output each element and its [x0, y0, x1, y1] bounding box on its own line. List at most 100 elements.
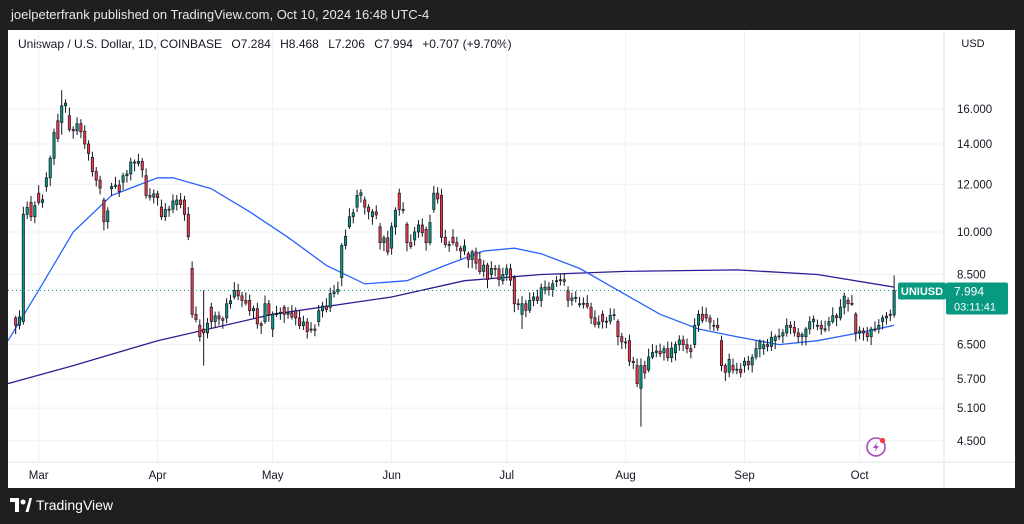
- candle-body-down: [14, 317, 18, 326]
- candle-body-down: [305, 321, 309, 333]
- candle: [275, 305, 279, 318]
- candle: [48, 155, 52, 187]
- candle: [585, 295, 589, 309]
- candle: [347, 208, 351, 229]
- price-tick-label: 10.000: [957, 227, 992, 239]
- candle-body-up: [654, 350, 658, 353]
- candle: [190, 261, 194, 318]
- candle-body-up: [750, 357, 754, 366]
- candle-body-down: [159, 206, 163, 218]
- candle: [64, 99, 68, 113]
- candle: [52, 128, 56, 166]
- chart-panel[interactable]: Uniswap / U.S. Dollar, 1D, COINBASE O7.2…: [8, 30, 1015, 488]
- candle: [746, 355, 750, 371]
- candle-body-up: [113, 184, 117, 187]
- candle: [777, 328, 781, 340]
- candle: [18, 310, 22, 330]
- candle-body-up: [470, 251, 474, 260]
- candle-body-down: [267, 303, 271, 316]
- candle-body-up: [41, 199, 45, 203]
- candle: [167, 205, 171, 217]
- candle: [566, 286, 570, 308]
- candle: [436, 187, 440, 204]
- candle: [604, 317, 608, 329]
- price-tick-label: 5.700: [957, 374, 986, 386]
- candle: [762, 340, 766, 355]
- candle: [252, 305, 256, 319]
- candle: [532, 292, 536, 307]
- candle-body-up: [712, 324, 716, 327]
- price-tag-countdown: 03:11:41: [954, 302, 996, 314]
- candle-body-up: [129, 161, 133, 175]
- candle-body-up: [762, 344, 766, 350]
- candle: [831, 307, 835, 324]
- candle-body-up: [769, 337, 773, 347]
- candle-body-up: [167, 208, 171, 211]
- candle: [873, 321, 877, 332]
- candle-body-down: [888, 313, 892, 316]
- candle-body-down: [524, 303, 528, 311]
- candle-body-up: [612, 314, 616, 316]
- candle-body-up: [125, 173, 129, 177]
- candle: [505, 264, 509, 281]
- time-tick-label: Aug: [615, 470, 635, 482]
- symbol-description[interactable]: Uniswap / U.S. Dollar, 1D, COINBASE: [18, 37, 223, 51]
- candle-body-down: [700, 313, 704, 321]
- candle: [44, 172, 48, 192]
- flash-icon[interactable]: [866, 437, 886, 457]
- candle: [228, 294, 232, 309]
- candle-body-up: [489, 268, 493, 275]
- candle: [179, 193, 183, 209]
- candle: [420, 218, 424, 237]
- candle: [94, 167, 98, 187]
- candle: [520, 296, 524, 330]
- candle: [332, 285, 336, 298]
- candle: [696, 310, 700, 332]
- candle: [136, 153, 140, 167]
- candle: [79, 119, 83, 139]
- candle-body-down: [478, 259, 482, 272]
- candle: [593, 310, 597, 328]
- candle: [743, 357, 747, 373]
- candle-body-up: [570, 297, 574, 301]
- candle-body-up: [785, 324, 789, 334]
- candle-body-up: [171, 200, 175, 210]
- time-axis-ticks: Mar Apr May Jun Jul Aug Sep Oct: [29, 470, 870, 482]
- candle: [213, 311, 217, 329]
- candle: [785, 318, 789, 337]
- currency-label[interactable]: USD: [961, 38, 985, 50]
- candle-body-up: [604, 320, 608, 323]
- close-value: C7.994: [374, 37, 413, 51]
- brand[interactable]: TradingView: [10, 497, 113, 513]
- candle-body-up: [163, 209, 167, 218]
- candle: [723, 363, 727, 381]
- candle-body-down: [643, 365, 647, 374]
- candle: [186, 207, 190, 241]
- candle-body-up: [18, 316, 22, 326]
- candle-body-up: [808, 321, 812, 330]
- candle: [328, 287, 332, 312]
- candle: [459, 245, 463, 260]
- candle: [543, 280, 547, 295]
- candle-body-down: [512, 277, 516, 305]
- candle-body-down: [624, 341, 628, 344]
- candle: [336, 281, 340, 295]
- candle: [71, 126, 75, 139]
- price-tag-value-bg: [946, 282, 1008, 315]
- candle-body-up: [539, 287, 543, 301]
- candle-body-down: [835, 315, 839, 319]
- candle: [121, 172, 125, 190]
- candle-body-down: [248, 299, 252, 312]
- candle-body-up: [33, 205, 37, 218]
- candle: [555, 276, 559, 287]
- candle-body-down: [516, 303, 520, 306]
- candle: [535, 289, 539, 304]
- candle-body-down: [766, 344, 770, 347]
- candle-body-down: [616, 321, 620, 338]
- price-chart[interactable]: 16.000 14.000 12.000 10.000 8.500 6.500 5.700 5…: [8, 30, 1015, 488]
- price-tag: UNIUSD 7.994 03:11:41: [898, 282, 1008, 315]
- candle-body-up: [873, 328, 877, 331]
- candle-body-up: [301, 321, 305, 326]
- candle: [635, 358, 639, 388]
- candle-body-up: [804, 328, 808, 338]
